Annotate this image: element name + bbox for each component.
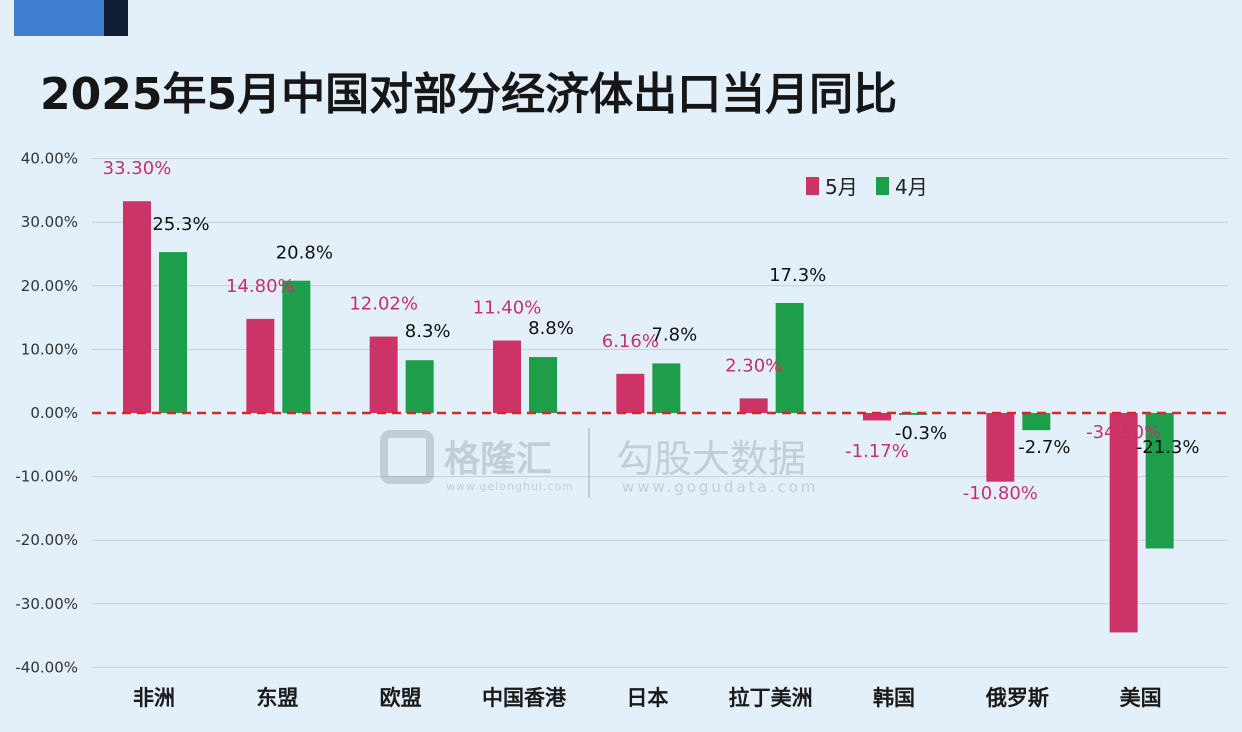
data-label-april: -0.3% (895, 423, 947, 444)
bar-april (899, 413, 927, 415)
corner-accent-blue (14, 0, 104, 36)
x-tick-label: 东盟 (256, 686, 298, 710)
bar-may (493, 340, 521, 413)
bar-april (1145, 413, 1174, 549)
y-tick-label: 10.00% (21, 340, 78, 358)
data-label-april: 8.8% (528, 318, 574, 339)
y-tick-label: 40.00% (21, 150, 78, 168)
legend-swatch-may (806, 177, 819, 195)
data-label-april: 8.3% (405, 321, 451, 342)
data-label-may: -34.50% (1086, 422, 1161, 443)
bar-may (123, 201, 151, 413)
bar-may (1109, 413, 1138, 633)
data-label-may: 14.80% (226, 276, 295, 297)
legend-label-may: 5月 (825, 175, 858, 199)
data-label-may: 12.02% (349, 294, 418, 315)
x-tick-label: 美国 (1120, 686, 1162, 710)
y-tick-label: -40.00% (15, 658, 78, 676)
bar-may (246, 318, 275, 413)
x-tick-label: 中国香港 (482, 686, 567, 710)
bar-april (282, 280, 311, 413)
bar-april (529, 357, 557, 413)
data-label-may: 33.30% (103, 158, 172, 179)
y-tick-label: 30.00% (21, 213, 78, 231)
data-label-april: 25.3% (152, 214, 209, 235)
bar-may (986, 413, 1015, 482)
bar-may (616, 373, 645, 413)
chart-title: 2025年5月中国对部分经济体出口当月同比 (40, 69, 898, 120)
data-label-april: -2.7% (1018, 437, 1070, 458)
y-tick-label: 0.00% (30, 404, 78, 422)
y-tick-label: -30.00% (15, 595, 78, 613)
data-label-may: -10.80% (963, 483, 1038, 504)
data-label-may: 11.40% (473, 297, 542, 318)
data-label-april: -21.3% (1136, 437, 1200, 458)
data-label-may: 6.16% (602, 331, 659, 352)
data-label-may: 2.30% (725, 355, 782, 376)
x-tick-label: 欧盟 (380, 686, 422, 710)
data-label-april: 20.8% (276, 243, 333, 264)
bar-may (369, 336, 398, 413)
x-tick-label: 拉丁美洲 (729, 686, 813, 710)
bar-april (652, 363, 681, 413)
x-tick-label: 韩国 (873, 686, 915, 710)
bar-april (1022, 413, 1051, 431)
x-tick-label: 俄罗斯 (985, 686, 1049, 710)
data-label-april: 7.8% (651, 324, 697, 345)
corner-accent (14, 0, 128, 36)
y-tick-label: -20.00% (15, 531, 78, 549)
x-tick-label: 非洲 (133, 686, 175, 710)
legend-swatch-april (876, 177, 889, 195)
y-tick-label: 20.00% (21, 277, 78, 295)
y-tick-label: -10.00% (15, 468, 78, 486)
bar-april (405, 360, 434, 413)
corner-accent-dark (104, 0, 128, 36)
data-label-may: -1.17% (845, 441, 909, 462)
legend-label-april: 4月 (895, 175, 928, 199)
bar-may (739, 398, 768, 413)
data-label-april: 17.3% (769, 265, 826, 286)
bar-may (863, 413, 891, 421)
x-tick-label: 日本 (626, 686, 668, 710)
bar-april (775, 302, 804, 413)
bar-april (159, 252, 187, 413)
